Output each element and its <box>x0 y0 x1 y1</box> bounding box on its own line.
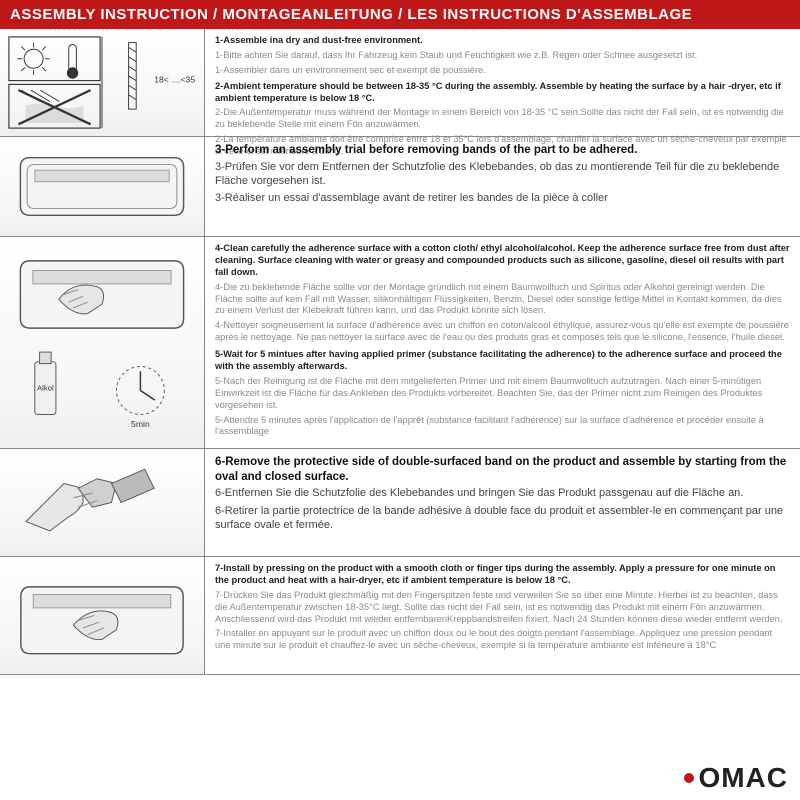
svg-text:18< ....<35 C: 18< ....<35 C <box>154 75 198 85</box>
instruction-text-3: 4-Clean carefully the adherence surface … <box>205 237 800 448</box>
step4-de: 4-Die zu beklebende Fläche sollte vor de… <box>215 282 790 318</box>
step1-en: 1-Assemble ina dry and dust-free environ… <box>215 35 790 47</box>
instruction-text-4: 6-Remove the protective side of double-s… <box>205 449 800 556</box>
step2-en: 2-Ambient temperature should be between … <box>215 81 790 105</box>
instruction-row-5: 7-Install by pressing on the product wit… <box>0 557 800 675</box>
instruction-table: 18< ....<35 C 1-Assemble ina dry and dus… <box>0 29 800 758</box>
step3-de: 3-Prüfen Sie vor dem Entfernen der Schut… <box>215 160 790 188</box>
instruction-row-1: 18< ....<35 C 1-Assemble ina dry and dus… <box>0 29 800 137</box>
illustration-press <box>0 557 205 674</box>
step3-fr: 3-Réaliser un essai d'assemblage avant d… <box>215 191 790 205</box>
illustration-clean: Alkol 5min <box>0 237 205 448</box>
step6-de: 6-Entfernen Sie die Schutzfolie des Kleb… <box>215 486 790 500</box>
step2-de: 2-Die Außentemperatur muss während der M… <box>215 107 790 131</box>
step1-fr: 1-Assembler dans un environnement sec et… <box>215 65 790 77</box>
brand-text: OMAC <box>698 762 788 794</box>
step4-en: 4-Clean carefully the adherence surface … <box>215 243 790 279</box>
brand-dot-icon <box>684 773 694 783</box>
step7-de: 7-Drücken Sie das Produkt gleichmäßig mi… <box>215 590 790 626</box>
step1-de: 1-Bitte achten Sie darauf, dass Ihr Fahr… <box>215 50 790 62</box>
step5-fr: 5-Attendre 5 minutes après l'application… <box>215 415 790 439</box>
instruction-row-3: Alkol 5min 4-Clean carefully the adheren… <box>0 237 800 449</box>
step3-en: 3-Perform an assembly trial before remov… <box>215 143 790 158</box>
step5-en: 5-Wait for 5 mintues after having applie… <box>215 349 790 373</box>
step6-en: 6-Remove the protective side of double-s… <box>215 455 790 484</box>
step4-fr: 4-Nettoyer soigneusement la surface d'ad… <box>215 320 790 344</box>
illustration-trial <box>0 137 205 236</box>
svg-text:5min: 5min <box>131 419 150 429</box>
svg-text:Alkol: Alkol <box>37 384 54 393</box>
instruction-text-5: 7-Install by pressing on the product wit… <box>205 557 800 674</box>
step6-fr: 6-Retirer la partie protectrice de la ba… <box>215 504 790 532</box>
step5-de: 5-Nach der Reinigung ist die Fläche mit … <box>215 376 790 412</box>
page-title: ASSEMBLY INSTRUCTION / MONTAGEANLEITUNG … <box>0 0 800 29</box>
instruction-row-2: 3-Perform an assembly trial before remov… <box>0 137 800 237</box>
illustration-remove-band <box>0 449 205 556</box>
instruction-text-2: 3-Perform an assembly trial before remov… <box>205 137 800 236</box>
instruction-row-4: 6-Remove the protective side of double-s… <box>0 449 800 557</box>
illustration-environment: 18< ....<35 C <box>0 29 205 136</box>
step7-en: 7-Install by pressing on the product wit… <box>215 563 790 587</box>
instruction-text-1: 1-Assemble ina dry and dust-free environ… <box>205 29 800 136</box>
step7-fr: 7-Installer en appuyant sur le produit a… <box>215 628 790 652</box>
brand-logo: OMAC <box>684 762 788 794</box>
footer: OMAC <box>0 758 800 800</box>
